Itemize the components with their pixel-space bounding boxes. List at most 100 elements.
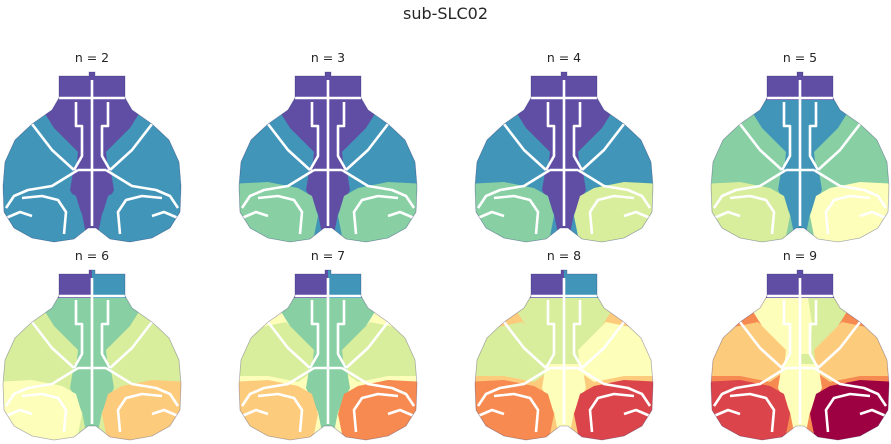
parcel-frontal-left bbox=[280, 96, 328, 170]
parcel-frontal-right bbox=[92, 294, 140, 368]
area-boundary-line bbox=[341, 366, 416, 407]
brain-outline bbox=[474, 269, 654, 441]
area-boundary-line bbox=[577, 366, 652, 407]
parcel-layer bbox=[475, 72, 653, 242]
parcel-frontal-right bbox=[328, 294, 376, 368]
parcel-olfactory-left bbox=[52, 72, 92, 100]
area-boundary-line bbox=[4, 366, 79, 407]
area-boundary-line bbox=[30, 321, 75, 369]
parcel-frontal-left bbox=[752, 294, 800, 368]
parcel-olfactory-right bbox=[328, 72, 368, 100]
area-boundary-line bbox=[100, 102, 112, 171]
parcel-layer bbox=[3, 72, 181, 242]
area-boundary-line bbox=[72, 300, 84, 369]
area-boundary-line bbox=[623, 408, 651, 418]
area-boundary-line bbox=[572, 102, 584, 171]
area-boundary-line bbox=[308, 102, 320, 171]
area-boundary-line bbox=[476, 366, 551, 407]
area-boundary-line bbox=[151, 210, 179, 220]
parcel-olfactory-right bbox=[564, 270, 604, 298]
area-boundary-line bbox=[345, 321, 390, 369]
parcel-olfactory-left bbox=[288, 270, 328, 298]
brain-outline bbox=[238, 269, 418, 441]
parcel-olfactory-left bbox=[288, 72, 328, 100]
parcel-frontal-left bbox=[752, 96, 800, 170]
area-boundary-line bbox=[336, 102, 348, 171]
parcel-olfactory-right bbox=[800, 270, 840, 298]
panel-title: n = 7 bbox=[310, 248, 346, 263]
parcel-frontal-right bbox=[92, 96, 140, 170]
area-boundary-line bbox=[240, 366, 315, 407]
area-boundary-line bbox=[336, 300, 348, 369]
area-boundary-line bbox=[21, 392, 68, 433]
panel-n3: n = 3 bbox=[228, 50, 428, 246]
parcel-olfactory-right bbox=[564, 72, 604, 100]
panel-n7: n = 7 bbox=[228, 248, 428, 444]
panel-title: n = 5 bbox=[782, 50, 818, 65]
parcel-layer bbox=[711, 72, 889, 242]
parcel-olfactory-left bbox=[760, 72, 800, 100]
parcel-frontal-right bbox=[800, 294, 848, 368]
area-boundary-line bbox=[859, 408, 887, 418]
area-boundary-line bbox=[808, 102, 820, 171]
area-boundary-line bbox=[105, 366, 180, 407]
area-boundary-line bbox=[266, 321, 311, 369]
area-boundary-line bbox=[476, 168, 551, 209]
area-boundary-line bbox=[151, 408, 179, 418]
area-boundary-line bbox=[813, 366, 888, 407]
parcel-frontal-right bbox=[800, 96, 848, 170]
area-boundary-line bbox=[588, 194, 635, 235]
area-boundary-line bbox=[116, 392, 163, 433]
area-boundary-line bbox=[387, 408, 415, 418]
area-boundary-line bbox=[387, 210, 415, 220]
area-boundary-line bbox=[713, 210, 741, 220]
area-boundary-line bbox=[257, 194, 304, 235]
area-boundary-line bbox=[100, 300, 112, 369]
area-boundary-line bbox=[116, 194, 163, 235]
brain-outline bbox=[474, 71, 654, 243]
parcel-frontal-right bbox=[328, 96, 376, 170]
parcel-frontal-left bbox=[516, 294, 564, 368]
area-boundary-line bbox=[72, 102, 84, 171]
area-boundary-line bbox=[817, 123, 862, 171]
parcel-frontal-right bbox=[564, 294, 612, 368]
area-boundary-line bbox=[813, 168, 888, 209]
parcel-layer bbox=[3, 270, 181, 440]
panel-title: n = 3 bbox=[310, 50, 346, 65]
area-boundary-line bbox=[352, 392, 399, 433]
parcel-frontal-right bbox=[564, 96, 612, 170]
area-boundary-line bbox=[738, 321, 783, 369]
panel-title: n = 6 bbox=[74, 248, 110, 263]
figure-title: sub-SLC02 bbox=[402, 4, 488, 23]
brain-outline bbox=[2, 71, 182, 243]
parcel-olfactory-right bbox=[328, 270, 368, 298]
area-boundary-line bbox=[729, 194, 776, 235]
brain-outline bbox=[710, 269, 890, 441]
area-boundary-line bbox=[345, 123, 390, 171]
brain-outline bbox=[2, 269, 182, 441]
panel-title: n = 8 bbox=[546, 248, 582, 263]
area-boundary-line bbox=[493, 194, 540, 235]
area-boundary-line bbox=[712, 366, 787, 407]
area-boundary-line bbox=[824, 392, 871, 433]
area-boundary-line bbox=[109, 321, 154, 369]
area-boundary-line bbox=[581, 321, 626, 369]
parcel-frontal-left bbox=[516, 96, 564, 170]
parcel-layer bbox=[239, 270, 417, 440]
panel-title: n = 4 bbox=[546, 50, 582, 65]
area-boundary-line bbox=[477, 210, 505, 220]
panel-n4: n = 4 bbox=[464, 50, 664, 246]
panel-n8: n = 8 bbox=[464, 248, 664, 444]
area-boundary-line bbox=[780, 102, 792, 171]
brain-map bbox=[2, 71, 182, 243]
parcel-frontal-left bbox=[280, 294, 328, 368]
panel-n2: n = 2 bbox=[0, 50, 192, 246]
area-boundary-line bbox=[308, 300, 320, 369]
area-boundary-line bbox=[477, 408, 505, 418]
area-boundary-line bbox=[544, 300, 556, 369]
area-boundary-line bbox=[808, 300, 820, 369]
panel-n5: n = 5 bbox=[700, 50, 891, 246]
area-boundary-line bbox=[352, 194, 399, 235]
area-boundary-line bbox=[817, 321, 862, 369]
area-boundary-line bbox=[544, 102, 556, 171]
